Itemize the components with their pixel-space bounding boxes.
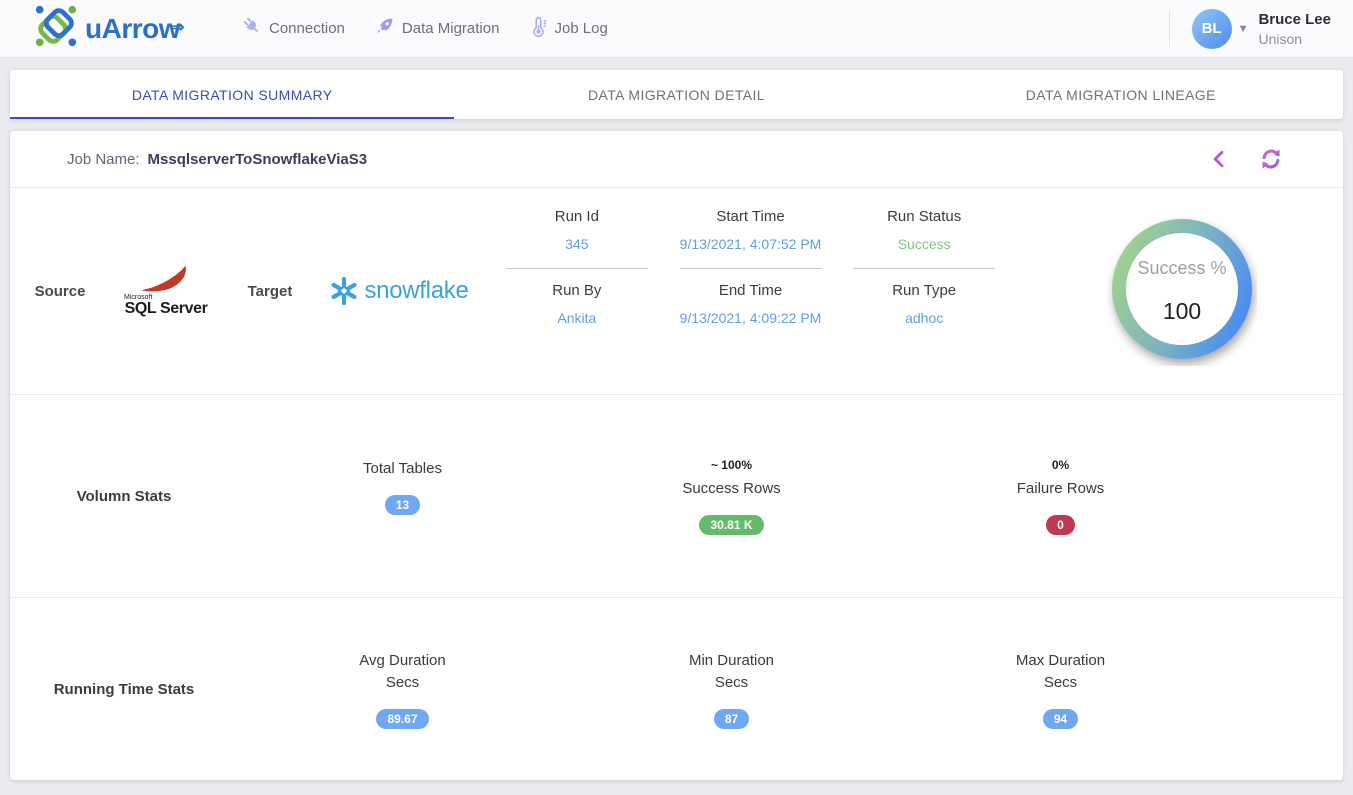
volume-stats-section: Volumn Stats Total Tables 13 ~ 100% Succ… (10, 395, 1343, 598)
gauge-label: Success % (1137, 258, 1227, 278)
user-name: Bruce Lee (1258, 10, 1331, 28)
back-button[interactable] (1209, 148, 1229, 170)
uarrow-logo-icon (33, 3, 79, 54)
stat-percent: ~ 100% (710, 457, 753, 472)
stat-label: Total Tables (363, 459, 442, 477)
run-type-label: Run Type (892, 282, 957, 299)
sqlserver-logo: Microsoft SQL Server (110, 265, 222, 318)
run-details-col-2: Start Time 9/13/2021, 4:07:52 PM End Tim… (664, 208, 838, 329)
app-logo[interactable]: uArrow ⇒ (33, 3, 186, 54)
running-time-stats-label: Running Time Stats (53, 680, 195, 698)
failure-rows-badge: 0 (1046, 514, 1075, 535)
chevron-down-icon[interactable]: ▼ (1237, 22, 1249, 35)
avg-duration-badge: 89.67 (376, 708, 429, 729)
run-details-col-3: Run Status Success Run Type adhoc (837, 208, 1011, 329)
tab-data-migration-lineage[interactable]: DATA MIGRATION LINEAGE (1025, 86, 1216, 103)
run-id-label: Run Id (554, 208, 599, 225)
run-details-col-1: Run Id 345 Run By Ankita (490, 208, 664, 329)
header-divider (1168, 10, 1170, 47)
user-org: Unison (1258, 30, 1303, 47)
end-time-label: End Time (718, 282, 783, 299)
stat-avg-duration: Avg Duration Secs 89.67 (238, 650, 567, 729)
nav-label: Job Log (554, 20, 608, 37)
run-id-value: 345 (565, 236, 589, 252)
stat-max-duration: Max Duration Secs 94 (896, 650, 1225, 729)
stat-unit: Secs (1043, 673, 1078, 691)
divider (679, 268, 822, 269)
success-rows-badge: 30.81 K (699, 514, 764, 535)
divider (853, 268, 996, 269)
sqlserver-brand: Microsoft (124, 293, 153, 301)
total-tables-badge: 13 (384, 494, 421, 515)
stat-label: Success Rows (682, 479, 781, 497)
min-duration-badge: 87 (713, 708, 750, 729)
run-summary-section: Source Microsoft SQL Server Target snowf… (10, 188, 1343, 395)
max-duration-badge: 94 (1042, 708, 1079, 729)
stat-unit: Secs (385, 673, 420, 691)
refresh-button[interactable] (1259, 147, 1283, 171)
stat-label: Max Duration (1015, 651, 1106, 669)
end-time-value: 9/13/2021, 4:09:22 PM (679, 310, 822, 326)
stat-label: Min Duration (688, 651, 775, 669)
run-details: Run Id 345 Run By Ankita Start Time 9/13… (480, 188, 1021, 329)
nav-item-job-log[interactable]: Job Log (529, 16, 608, 42)
source-label: Source (34, 282, 86, 300)
job-header-row: Job Name: MssqlserverToSnowflakeViaS3 (10, 131, 1343, 188)
running-time-stats-section: Running Time Stats Avg Duration Secs 89.… (10, 598, 1343, 780)
stat-percent: 0% (1051, 457, 1070, 472)
start-time-value: 9/13/2021, 4:07:52 PM (679, 236, 822, 252)
summary-card: Job Name: MssqlserverToSnowflakeViaS3 (10, 131, 1343, 780)
sqlserver-product: SQL Server (124, 299, 208, 317)
run-by-value: Ankita (557, 310, 597, 326)
logo-arrow-icon: ⇒ (171, 18, 185, 36)
run-status-label: Run Status (887, 208, 962, 225)
nav-label: Connection (269, 20, 345, 37)
thermometer-icon (529, 16, 547, 42)
divider (506, 268, 648, 269)
app-name: uArrow (85, 12, 181, 44)
tab-data-migration-summary[interactable]: DATA MIGRATION SUMMARY (10, 70, 455, 119)
snowflake-icon (331, 276, 357, 306)
avatar[interactable]: BL (1191, 8, 1232, 49)
nav-item-connection[interactable]: Connection (242, 16, 345, 41)
app-header: uArrow ⇒ Connection (0, 0, 1353, 58)
start-time-label: Start Time (716, 208, 785, 225)
success-percent-gauge: Success % 100 (1107, 216, 1257, 366)
job-name-value: MssqlserverToSnowflakeViaS3 (147, 150, 368, 168)
tab-bar: DATA MIGRATION SUMMARY DATA MIGRATION DE… (10, 70, 1343, 119)
plug-icon (242, 16, 262, 41)
stat-label: Failure Rows (1016, 479, 1105, 497)
tab-data-migration-detail[interactable]: DATA MIGRATION DETAIL (588, 86, 765, 103)
stat-min-duration: Min Duration Secs 87 (567, 650, 896, 729)
volume-stats-label: Volumn Stats (76, 487, 172, 505)
stat-success-rows: ~ 100% Success Rows 30.81 K (567, 458, 896, 535)
stat-label: Avg Duration (359, 651, 446, 669)
target-label: Target (247, 282, 293, 300)
sqlserver-swoosh-icon (140, 265, 186, 291)
run-status-value: Success (897, 236, 951, 252)
job-name-label: Job Name: (67, 150, 140, 168)
nav-label: Data Migration (401, 20, 500, 37)
gauge-value: 100 (1162, 298, 1202, 324)
stat-unit: Secs (714, 673, 749, 691)
snowflake-logo: snowflake (318, 276, 480, 306)
main-nav: Connection Data Migration J (242, 16, 608, 42)
run-by-label: Run By (552, 282, 602, 299)
stat-failure-rows: 0% Failure Rows 0 (896, 458, 1225, 535)
rocket-icon (375, 16, 395, 41)
snowflake-product: snowflake (364, 277, 469, 304)
run-type-value: adhoc (905, 310, 944, 326)
user-menu[interactable]: BL ▼ Bruce Lee Unison (1168, 8, 1331, 49)
stat-total-tables: Total Tables 13 (238, 458, 567, 535)
nav-item-data-migration[interactable]: Data Migration (375, 16, 500, 41)
